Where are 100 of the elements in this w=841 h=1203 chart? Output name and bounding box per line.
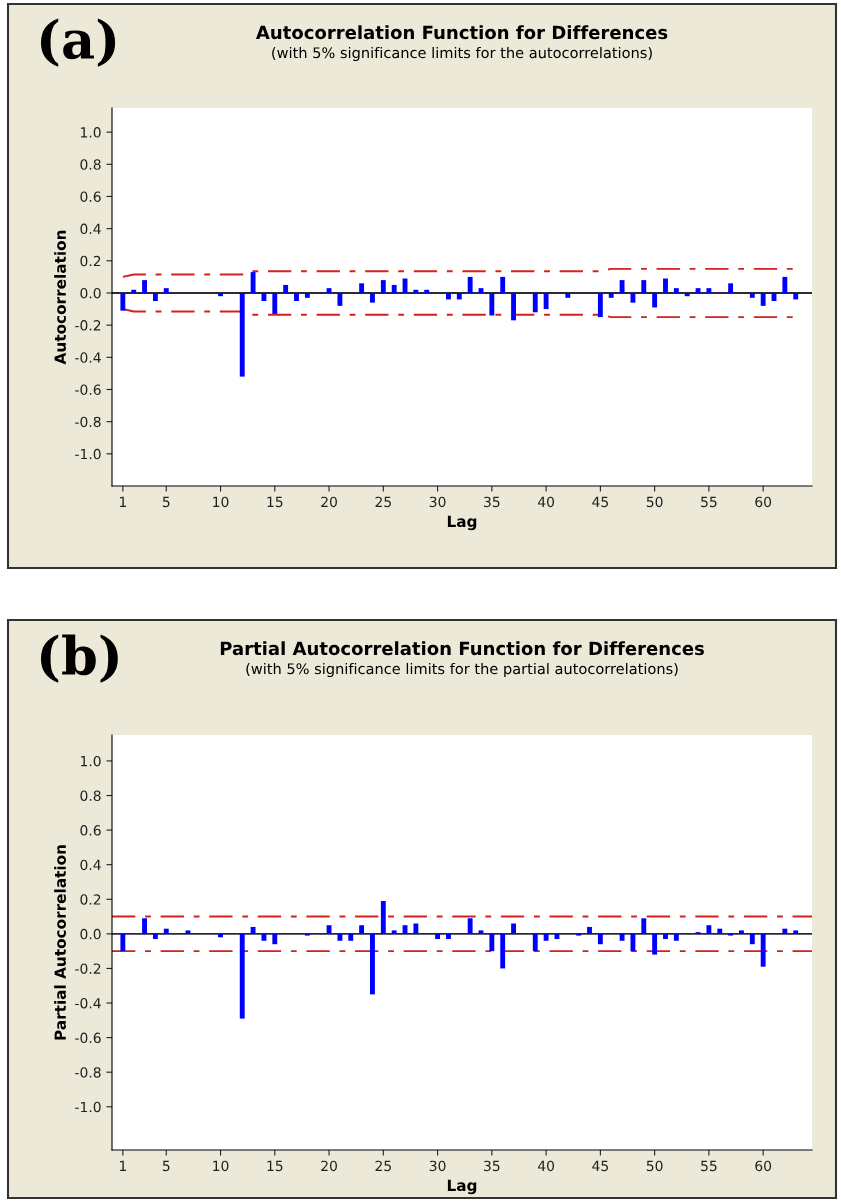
y-tick-label: -0.4 <box>75 352 101 363</box>
bar <box>641 280 647 293</box>
bar <box>283 284 289 293</box>
text: (a) <box>40 18 116 67</box>
y-tick-label: -0.6 <box>75 1032 101 1044</box>
bar <box>489 933 495 952</box>
bar <box>142 280 147 293</box>
bar <box>239 933 245 1019</box>
x-tick-label: 40 <box>537 1160 555 1172</box>
x-tick-label: 60 <box>755 496 772 508</box>
bar <box>218 292 223 297</box>
x-tick-label: 55 <box>701 1160 717 1172</box>
bar <box>749 292 755 298</box>
bar <box>597 933 603 945</box>
y-axis-title: Partial Autocorrelation <box>54 845 66 1040</box>
bar <box>359 925 365 934</box>
bar <box>359 283 365 293</box>
bar <box>717 928 723 934</box>
x-tick-label: 35 <box>484 1160 500 1172</box>
x-tick-label: 45 <box>592 496 608 508</box>
y-tick-label: -0.2 <box>75 963 101 974</box>
bar <box>782 276 788 293</box>
bar <box>608 292 614 298</box>
bar <box>261 933 267 941</box>
bar <box>587 926 592 934</box>
bar <box>760 933 766 967</box>
chart-title: Partial Autocorrelation Function for Differences <box>220 641 704 656</box>
bar <box>445 292 451 300</box>
y-tick-label: 0.0 <box>80 928 101 940</box>
bar <box>413 923 419 934</box>
bar <box>597 292 603 318</box>
x-tick-label: 50 <box>646 496 663 508</box>
bar <box>272 292 278 314</box>
bar <box>500 933 506 969</box>
bar <box>663 933 668 940</box>
bar <box>706 288 712 293</box>
x-tick-label: 55 <box>701 496 717 508</box>
bar <box>630 292 636 303</box>
bar <box>272 933 278 945</box>
bar <box>663 278 668 293</box>
x-axis-title: Lag <box>447 1179 477 1195</box>
chart-subtitle: (with 5% significance limits for the partial autocorrelations) <box>246 662 678 678</box>
bar <box>424 289 430 293</box>
bar <box>435 933 441 940</box>
x-tick-label: 40 <box>537 496 555 508</box>
bar <box>152 292 158 302</box>
x-tick-label: 15 <box>267 1160 283 1172</box>
chart-title: Autocorrelation Function for Differences <box>255 25 668 40</box>
bar <box>413 289 419 293</box>
bar <box>131 289 137 293</box>
bar <box>749 933 755 945</box>
bar <box>163 928 169 934</box>
bar <box>120 292 126 311</box>
x-tick-label: 1 <box>119 1160 126 1171</box>
x-tick-label: 10 <box>213 1160 229 1172</box>
bar <box>673 288 679 293</box>
bar <box>673 933 679 941</box>
bar <box>706 925 712 934</box>
y-axis-title: Autocorrelation <box>54 230 66 365</box>
bar <box>391 284 397 293</box>
y-tick-label: 0.4 <box>80 859 101 871</box>
chart-subtitle: (with 5% significance limits for the autocorrelations) <box>272 46 652 62</box>
bar <box>445 933 451 940</box>
bar <box>619 933 625 941</box>
x-tick-label: 20 <box>321 496 337 508</box>
bar <box>391 930 397 934</box>
x-tick-label: 35 <box>484 496 500 508</box>
y-tick-label: -1.0 <box>75 1101 101 1113</box>
bar <box>543 933 549 941</box>
bar <box>641 918 647 934</box>
bar <box>652 933 658 955</box>
bar <box>500 276 506 293</box>
bar <box>304 292 310 298</box>
y-tick-label: 0.8 <box>80 790 101 801</box>
y-tick-label: -1.0 <box>75 448 101 460</box>
bar <box>142 918 147 934</box>
x-tick-label: 10 <box>213 496 229 508</box>
bar <box>380 901 386 934</box>
y-tick-label: 0.8 <box>80 159 101 170</box>
bar <box>120 933 126 952</box>
x-tick-label: 30 <box>429 496 446 508</box>
bar <box>511 292 516 321</box>
bar <box>728 283 734 293</box>
y-tick-label: -0.6 <box>75 384 101 395</box>
bar <box>532 292 538 313</box>
x-tick-label: 20 <box>321 1160 337 1172</box>
bar <box>684 292 690 297</box>
x-tick-label: 25 <box>375 1160 391 1172</box>
bar <box>652 292 658 308</box>
bar <box>370 933 375 995</box>
y-tick-label: -0.8 <box>75 1067 101 1078</box>
x-tick-label: 45 <box>592 1160 608 1172</box>
bar <box>185 930 191 934</box>
bar <box>337 292 343 306</box>
y-tick-label: 0.0 <box>80 287 101 299</box>
bar <box>348 933 354 941</box>
y-tick-label: 0.2 <box>80 255 101 267</box>
bar <box>467 276 473 293</box>
x-tick-label: 1 <box>119 496 126 507</box>
bar <box>250 272 256 293</box>
